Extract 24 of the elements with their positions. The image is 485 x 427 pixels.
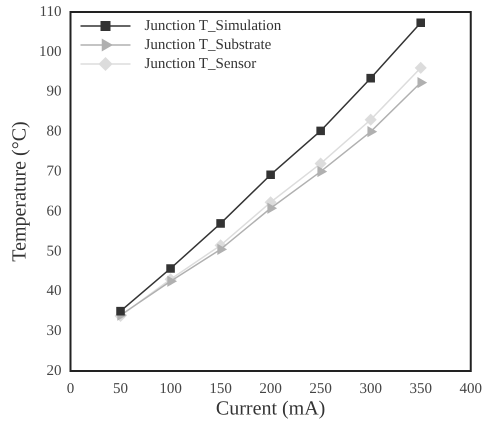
y-tick-label: 30 <box>46 323 62 340</box>
x-tick-label: 400 <box>460 380 482 397</box>
legend-label: Junction T_Simulation <box>144 18 282 34</box>
y-tick-label: 70 <box>46 163 62 180</box>
y-tick-label: 20 <box>46 362 62 379</box>
y-tick-label: 90 <box>46 84 62 100</box>
x-tick-label: 0 <box>66 380 74 397</box>
legend-label: Junction T_Substrate <box>144 36 272 53</box>
x-tick-label: 350 <box>409 380 432 397</box>
legend-label: Junction T_Sensor <box>144 56 256 72</box>
x-tick-label: 100 <box>159 380 182 397</box>
y-tick-label: 100 <box>39 44 62 60</box>
x-tick-label: 200 <box>259 380 282 397</box>
y-tick-label: 40 <box>46 283 62 300</box>
y-tick-label: 80 <box>46 124 62 140</box>
y-tick-label: 50 <box>46 243 62 260</box>
x-axis-title: Current (mA) <box>216 397 326 420</box>
y-tick-label: 110 <box>40 4 62 20</box>
x-tick-label: 150 <box>209 380 232 397</box>
y-axis-title: Temperature (°C) <box>8 121 30 262</box>
x-tick-label: 50 <box>113 380 128 397</box>
x-tick-label: 250 <box>309 380 332 397</box>
y-tick-label: 60 <box>46 203 62 220</box>
x-tick-label: 300 <box>359 380 382 397</box>
